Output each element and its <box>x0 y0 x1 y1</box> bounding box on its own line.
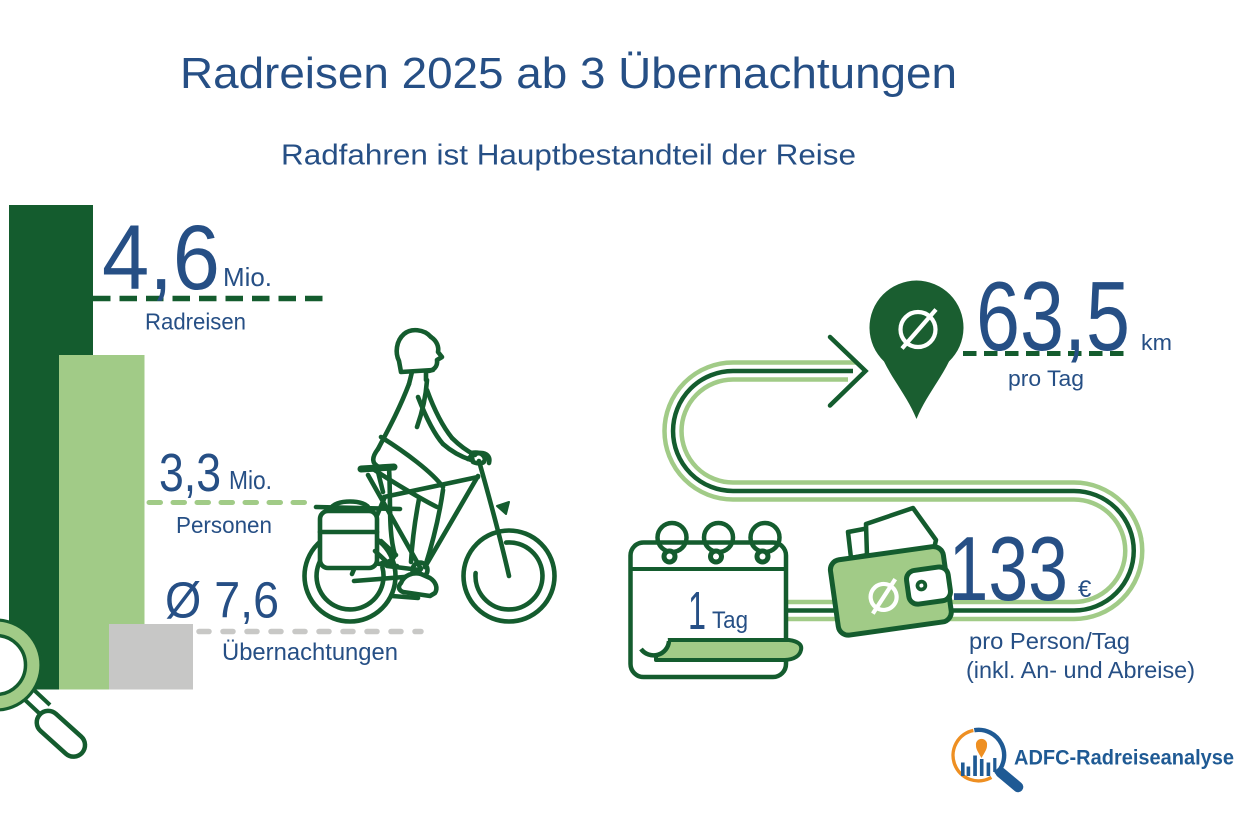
svg-text:133: 133 <box>949 519 1069 620</box>
svg-text:Radreisen: Radreisen <box>145 308 246 334</box>
svg-text:pro Tag: pro Tag <box>1008 366 1084 391</box>
svg-text:Radfahren ist Hauptbestandteil: Radfahren ist Hauptbestandteil der Reise <box>281 140 856 172</box>
svg-text:Mio.: Mio. <box>229 465 272 495</box>
svg-text:Personen: Personen <box>176 512 272 538</box>
svg-text:(inkl. An- und Abreise): (inkl. An- und Abreise) <box>966 657 1195 683</box>
svg-text:€: € <box>1078 576 1092 603</box>
svg-text:Tag: Tag <box>712 607 748 634</box>
svg-text:pro Person/Tag: pro Person/Tag <box>969 628 1130 654</box>
svg-text:Mio.: Mio. <box>223 262 272 292</box>
svg-text:Übernachtungen: Übernachtungen <box>222 639 398 666</box>
svg-text:63,5: 63,5 <box>976 261 1130 371</box>
svg-text:km: km <box>1141 330 1172 355</box>
svg-text:Radreisen 2025 ab 3 Übernachtu: Radreisen 2025 ab 3 Übernachtungen <box>180 49 957 98</box>
svg-text:1: 1 <box>688 581 706 641</box>
svg-text:Ø 7,6: Ø 7,6 <box>165 572 279 629</box>
svg-text:4,6: 4,6 <box>102 207 220 309</box>
svg-text:ADFC-Radreiseanalyse: ADFC-Radreiseanalyse <box>1014 747 1234 770</box>
svg-text:3,3: 3,3 <box>159 444 221 503</box>
